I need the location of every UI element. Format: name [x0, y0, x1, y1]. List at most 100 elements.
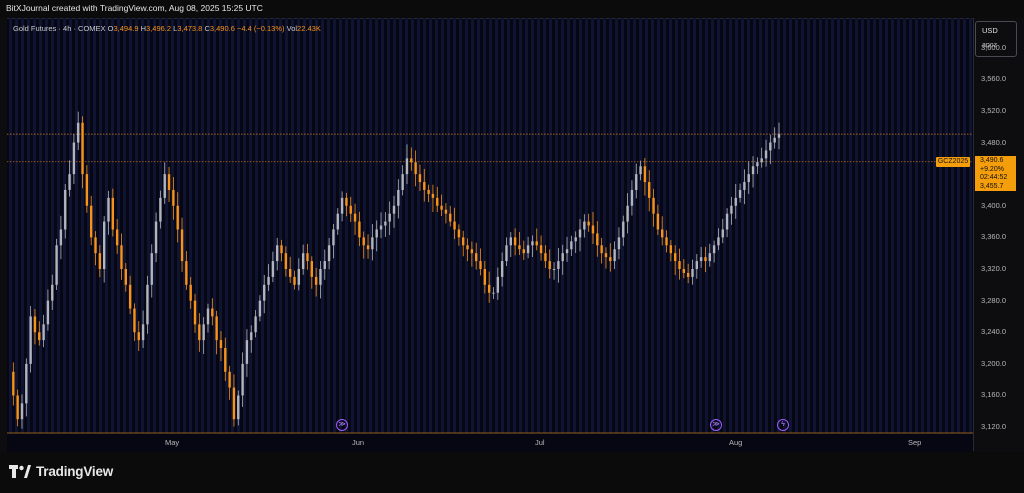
session-stripe — [807, 18, 810, 433]
candle-body — [691, 269, 694, 277]
candle-body — [38, 332, 41, 341]
candle-body — [241, 363, 244, 396]
candle-body — [384, 221, 387, 226]
session-stripe — [243, 18, 246, 433]
time-tick: Aug — [729, 438, 743, 447]
candle-body — [42, 324, 45, 341]
candle-body — [94, 237, 97, 254]
candle-body — [137, 332, 140, 341]
session-stripe — [567, 18, 570, 433]
session-stripe — [297, 18, 300, 433]
session-stripe — [141, 18, 144, 433]
candle-body — [353, 213, 357, 222]
session-stripe — [771, 18, 774, 433]
candle-body — [604, 253, 608, 258]
time-tick: Sep — [908, 438, 922, 447]
price-tick: 3,320.0 — [981, 264, 1007, 273]
session-stripe — [525, 18, 528, 433]
session-stripe — [93, 18, 96, 433]
currency-selector[interactable]: USD apoz — [975, 21, 1017, 57]
session-stripe — [849, 18, 852, 433]
candle-body — [708, 253, 711, 262]
session-stripe — [135, 18, 138, 433]
forward-arrows-icon[interactable]: ≫ — [336, 419, 348, 431]
time-tick: Jul — [535, 438, 545, 447]
candle-body — [301, 253, 305, 269]
session-stripe — [603, 18, 606, 433]
session-stripe — [237, 18, 240, 433]
session-stripe — [885, 18, 888, 433]
price-scale[interactable] — [973, 18, 1024, 451]
candle-body — [578, 229, 582, 238]
candle-body — [704, 257, 707, 262]
legend-open-key: O — [107, 24, 114, 33]
candle-body — [263, 284, 266, 301]
candle-body — [678, 261, 681, 269]
candle-body — [505, 245, 508, 262]
session-stripe — [189, 18, 192, 433]
candle-body — [319, 269, 322, 285]
candle-body — [276, 245, 279, 262]
legend-low: 3,473.8 — [177, 24, 203, 33]
tradingview-logo-icon — [9, 464, 31, 478]
session-stripe — [495, 18, 498, 433]
candle-body — [462, 237, 465, 246]
session-stripe — [939, 18, 942, 433]
session-stripe — [411, 18, 414, 433]
candle-body — [518, 245, 521, 250]
session-stripe — [81, 18, 84, 433]
candle-body — [146, 284, 149, 325]
candle-body — [163, 174, 166, 198]
time-tick: May — [165, 438, 180, 447]
session-stripe — [555, 18, 558, 433]
candle-body — [219, 340, 223, 349]
candle-body — [237, 395, 240, 420]
candle-body — [232, 387, 236, 420]
candle-body — [583, 221, 586, 230]
forward-arrows-icon[interactable]: ≫ — [710, 419, 722, 431]
candle-body — [371, 237, 374, 250]
tradingview-logo[interactable]: TradingView — [9, 464, 113, 479]
session-stripe — [153, 18, 156, 433]
currency-label: USD — [982, 26, 998, 35]
price-chart[interactable] — [7, 18, 973, 451]
candle-body — [258, 300, 262, 317]
candle-body — [769, 142, 772, 151]
candle-body — [98, 253, 102, 269]
candle-body — [574, 237, 577, 242]
bottom-bar — [0, 452, 1024, 493]
session-stripe — [633, 18, 636, 433]
session-stripe — [681, 18, 684, 433]
session-stripe — [339, 18, 342, 433]
session-stripe — [435, 18, 438, 433]
candle-body — [245, 340, 249, 364]
candle-body — [198, 324, 201, 341]
candle-body — [522, 249, 525, 254]
candle-body — [85, 174, 89, 206]
candle-body — [202, 324, 205, 341]
candle-body — [626, 205, 629, 222]
session-stripe — [921, 18, 924, 433]
candle-body — [133, 308, 136, 333]
session-stripe — [669, 18, 672, 433]
session-stripe — [39, 18, 42, 433]
session-stripe — [843, 18, 846, 433]
legend-close: 3,490.6 — [209, 24, 235, 33]
candle-body — [102, 221, 106, 269]
session-stripe — [129, 18, 132, 433]
session-stripe — [639, 18, 642, 433]
session-stripe — [387, 18, 390, 433]
candle-body — [570, 241, 573, 250]
candle-body — [764, 150, 768, 159]
session-stripe — [543, 18, 546, 433]
candle-body — [379, 225, 383, 230]
candle-body — [172, 189, 175, 206]
candle-body — [526, 245, 530, 254]
candle-body — [565, 249, 569, 254]
session-stripe — [699, 18, 702, 433]
ref-price-tag: 3,455.7 — [975, 182, 1016, 191]
lightning-icon[interactable]: ϟ — [777, 419, 789, 431]
candle-body — [699, 257, 703, 262]
session-stripe — [759, 18, 762, 433]
candle-body — [46, 300, 50, 325]
